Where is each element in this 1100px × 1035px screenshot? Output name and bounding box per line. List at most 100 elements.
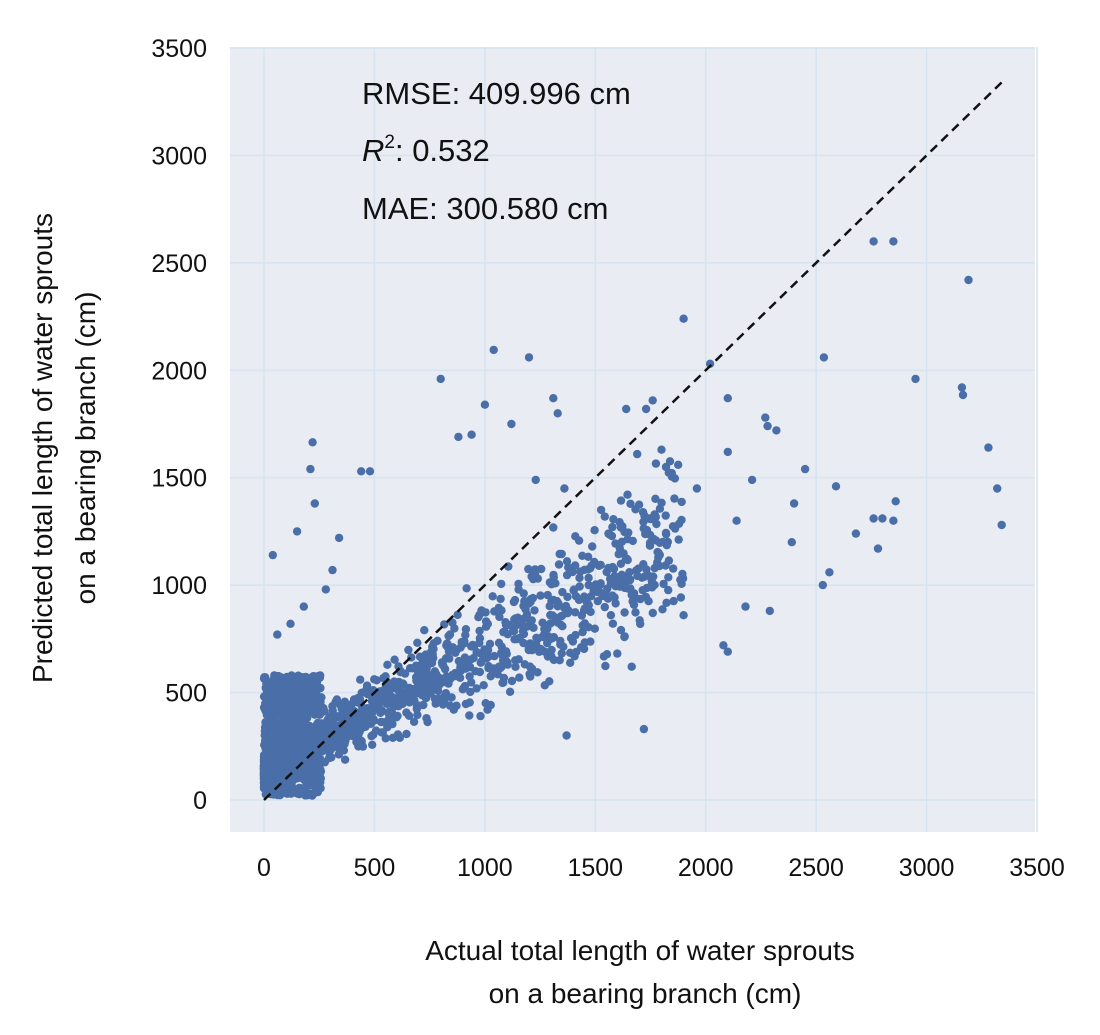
data-point — [382, 699, 392, 708]
data-point — [315, 697, 324, 706]
data-point — [873, 544, 883, 553]
data-point — [316, 704, 326, 713]
data-point — [520, 660, 529, 669]
data-point — [268, 550, 277, 560]
data-point — [368, 694, 377, 703]
data-point — [275, 758, 284, 767]
data-point — [661, 511, 670, 520]
data-point — [404, 645, 413, 655]
data-point — [337, 704, 346, 714]
data-point — [891, 497, 900, 506]
data-point — [602, 650, 612, 659]
data-point — [659, 579, 668, 589]
data-point — [340, 739, 349, 749]
data-point — [648, 608, 657, 618]
data-point — [421, 693, 430, 702]
data-point — [376, 690, 385, 699]
data-point — [669, 564, 678, 573]
data-point — [262, 710, 271, 719]
x-tick-label: 1000 — [457, 854, 513, 882]
data-point — [261, 783, 270, 792]
data-point — [288, 706, 297, 715]
data-point — [462, 584, 471, 593]
data-point — [427, 658, 437, 668]
data-point — [568, 637, 578, 646]
data-point — [394, 662, 403, 671]
data-point — [741, 602, 750, 611]
data-point — [636, 619, 645, 629]
data-point — [657, 445, 666, 454]
data-point — [761, 413, 770, 422]
data-point — [287, 777, 296, 787]
data-point — [608, 562, 617, 572]
data-point — [765, 606, 774, 616]
data-point — [591, 580, 600, 589]
data-point — [273, 734, 282, 743]
data-point — [547, 652, 556, 661]
data-point — [481, 608, 490, 617]
data-point — [622, 404, 631, 414]
data-point — [554, 560, 564, 569]
data-point — [276, 750, 286, 760]
data-point — [639, 524, 648, 533]
data-point — [608, 522, 617, 532]
data-point — [305, 683, 314, 692]
data-point — [460, 653, 470, 662]
data-point — [418, 661, 427, 670]
data-point — [587, 561, 596, 570]
data-point — [356, 720, 365, 729]
data-point — [631, 505, 640, 514]
data-point — [549, 394, 558, 403]
data-point — [310, 729, 319, 738]
x-tick-label: 0 — [257, 854, 271, 882]
data-point — [414, 701, 424, 710]
data-point — [614, 575, 624, 584]
data-point — [486, 672, 495, 681]
data-point — [825, 568, 834, 577]
data-point — [443, 639, 452, 648]
data-point — [449, 705, 458, 714]
data-point — [454, 432, 463, 442]
data-point — [394, 677, 404, 687]
data-point — [584, 580, 593, 590]
data-point — [984, 443, 993, 452]
data-point — [497, 606, 506, 615]
data-point — [420, 626, 429, 635]
data-point — [571, 561, 580, 570]
data-point — [545, 602, 554, 611]
data-point — [393, 730, 403, 739]
data-point — [310, 499, 319, 508]
data-point — [270, 717, 279, 726]
data-point — [433, 636, 442, 645]
data-point — [621, 554, 630, 564]
data-point — [475, 634, 485, 643]
data-point — [579, 644, 589, 654]
data-point — [590, 624, 599, 633]
data-point — [719, 641, 728, 650]
data-point — [474, 613, 483, 622]
data-point — [732, 516, 741, 525]
data-point — [611, 599, 620, 608]
data-point — [471, 667, 480, 676]
data-point — [499, 678, 508, 687]
data-point — [611, 582, 620, 591]
data-point — [617, 537, 627, 546]
data-point — [302, 709, 312, 719]
x-axis-title-line-2: on a bearing branch (cm) — [489, 978, 802, 1009]
data-point — [629, 600, 639, 609]
data-point — [368, 740, 377, 749]
data-point — [482, 654, 491, 663]
data-point — [957, 383, 967, 392]
y-tick-label: 2500 — [151, 250, 207, 278]
data-point — [626, 499, 635, 508]
data-point — [340, 727, 349, 737]
data-point — [631, 608, 640, 617]
x-tick-label: 1500 — [567, 854, 623, 882]
data-point — [285, 728, 295, 738]
data-point — [633, 449, 642, 459]
data-point — [502, 649, 511, 659]
data-point — [677, 497, 686, 507]
r2-symbol: R — [362, 133, 384, 168]
data-point — [512, 621, 521, 630]
